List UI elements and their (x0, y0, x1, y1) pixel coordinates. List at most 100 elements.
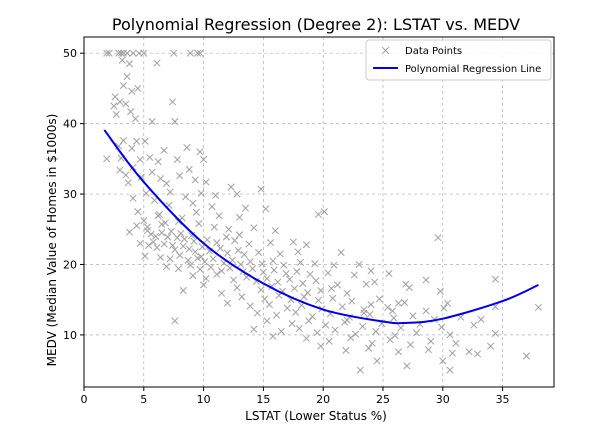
data-point (339, 304, 345, 310)
data-point (266, 301, 272, 307)
data-point (208, 264, 214, 270)
data-point (296, 325, 302, 331)
data-point (144, 224, 150, 230)
data-point (284, 305, 290, 311)
data-point (277, 251, 283, 257)
data-point (125, 180, 131, 186)
data-point (211, 224, 217, 230)
data-point (447, 367, 453, 373)
data-point (218, 268, 224, 274)
data-point (325, 270, 331, 276)
data-point (349, 298, 355, 304)
data-point (214, 271, 220, 277)
data-point (218, 290, 224, 296)
data-point (169, 99, 175, 105)
data-point (246, 241, 252, 247)
data-point (126, 229, 132, 235)
data-point (192, 177, 198, 183)
y-axis-ticks: 1020304050 (63, 47, 84, 342)
data-point (239, 294, 245, 300)
data-point (344, 290, 350, 296)
data-point (113, 111, 119, 117)
data-point (363, 281, 369, 287)
regression-line (104, 130, 538, 323)
data-point (209, 204, 215, 210)
data-point (165, 234, 171, 240)
data-point (130, 50, 136, 56)
data-point (272, 227, 278, 233)
data-point (389, 308, 395, 314)
data-point (264, 318, 270, 324)
data-point (453, 340, 459, 346)
data-point (289, 320, 295, 326)
data-point (466, 349, 472, 355)
data-point (142, 253, 148, 259)
data-point (315, 211, 321, 217)
data-point (132, 115, 138, 121)
data-point (163, 180, 169, 186)
data-point (202, 258, 208, 264)
data-point (334, 282, 340, 288)
data-point (184, 144, 190, 150)
data-point (428, 338, 434, 344)
y-tick-label: 20 (63, 258, 77, 271)
data-point (186, 246, 192, 252)
data-point (332, 327, 338, 333)
data-point (216, 213, 222, 219)
data-point (137, 240, 143, 246)
data-point (249, 265, 255, 271)
data-point (387, 337, 393, 343)
data-point (228, 184, 234, 190)
data-point (423, 277, 429, 283)
data-point (123, 101, 129, 107)
data-point (264, 275, 270, 281)
data-point (119, 57, 125, 63)
data-point (407, 342, 413, 348)
data-point (365, 345, 371, 351)
data-point (149, 169, 155, 175)
data-point (291, 285, 297, 291)
data-point (241, 251, 247, 257)
x-axis-label: LSTAT (Lower Status %) (245, 409, 387, 423)
data-point (236, 214, 242, 220)
legend: Data Points Polynomial Regression Line (366, 40, 551, 80)
data-point (395, 349, 401, 355)
data-point (398, 325, 404, 331)
data-point (423, 308, 429, 314)
x-tick-label: 10 (197, 393, 211, 406)
data-point (197, 149, 203, 155)
data-point (175, 265, 181, 271)
data-point (263, 206, 269, 212)
data-point (278, 328, 284, 334)
data-point (267, 239, 273, 245)
data-point (270, 333, 276, 339)
data-point (135, 85, 141, 91)
data-point (404, 363, 410, 369)
data-point (259, 261, 265, 267)
data-point (200, 282, 206, 288)
data-point (286, 276, 292, 282)
data-point (193, 209, 199, 215)
data-point (401, 299, 407, 305)
data-point (191, 238, 197, 244)
data-point (487, 343, 493, 349)
data-point (251, 225, 257, 231)
data-point (181, 236, 187, 242)
data-point (261, 296, 267, 302)
data-point (167, 256, 173, 262)
data-point (271, 267, 277, 273)
data-point (231, 237, 237, 243)
data-point (210, 256, 216, 262)
data-point (127, 108, 133, 114)
data-point (150, 239, 156, 245)
data-point (254, 310, 260, 316)
data-point (214, 239, 220, 245)
data-point (492, 276, 498, 282)
data-point (217, 245, 223, 251)
data-point (307, 271, 313, 277)
data-point (449, 350, 455, 356)
data-point (224, 300, 230, 306)
data-point (129, 88, 135, 94)
data-point (111, 103, 117, 109)
